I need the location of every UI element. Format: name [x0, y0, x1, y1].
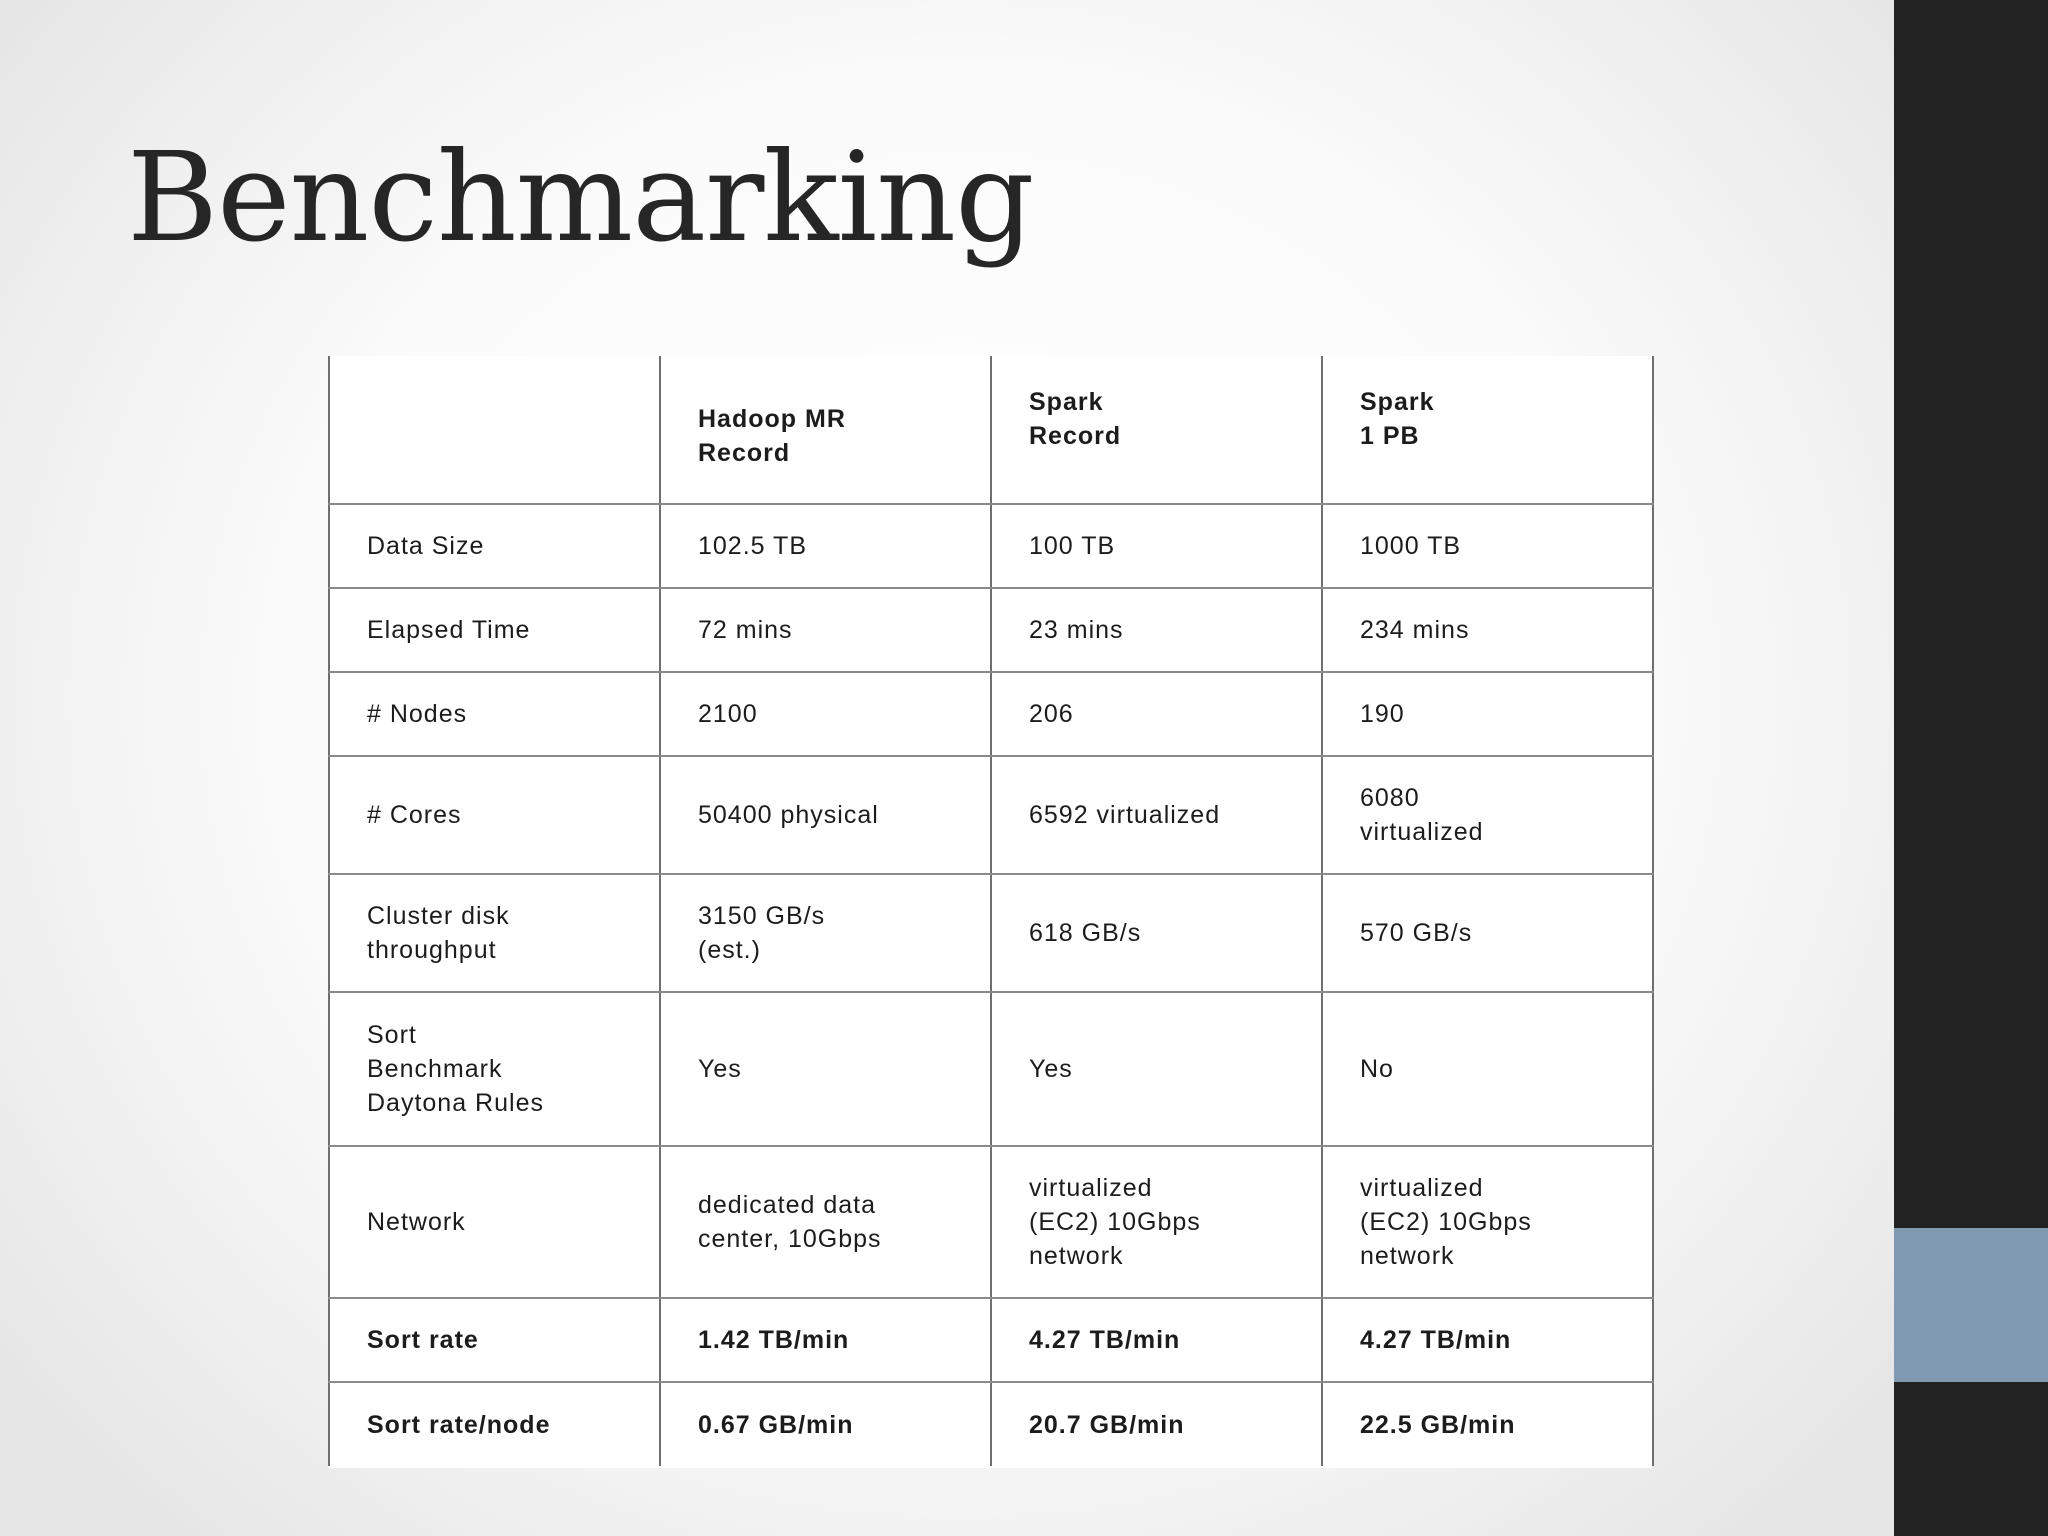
- table-cell: 6592 virtualized: [990, 755, 1323, 875]
- benchmark-table-image: Hadoop MR Record Spark Record Spark 1 PB…: [328, 356, 1654, 1468]
- table-row: # Nodes 2100 206 190: [328, 671, 1654, 757]
- table-row: Data Size 102.5 TB 100 TB 1000 TB: [328, 503, 1654, 589]
- table-cell: 1.42 TB/min: [659, 1297, 992, 1383]
- table-row: Sort rate/node 0.67 GB/min 20.7 GB/min 2…: [328, 1381, 1654, 1466]
- row-label: Elapsed Time: [328, 587, 661, 673]
- table-cell: dedicated data center, 10Gbps: [659, 1145, 992, 1299]
- table-cell: 102.5 TB: [659, 503, 992, 589]
- table-cell: 50400 physical: [659, 755, 992, 875]
- table-cell: virtualized (EC2) 10Gbps network: [1321, 1145, 1654, 1299]
- table-cell: 190: [1321, 671, 1654, 757]
- table-cell: 206: [990, 671, 1323, 757]
- table-cell: 6080 virtualized: [1321, 755, 1654, 875]
- table-cell: 72 mins: [659, 587, 992, 673]
- row-label: Cluster disk throughput: [328, 873, 661, 993]
- header-cell-empty: [328, 356, 661, 505]
- row-label: Sort rate/node: [328, 1381, 661, 1466]
- table-row: Cluster disk throughput 3150 GB/s (est.)…: [328, 873, 1654, 993]
- table-cell: 3150 GB/s (est.): [659, 873, 992, 993]
- table-row: # Cores 50400 physical 6592 virtualized …: [328, 755, 1654, 875]
- table-row: Elapsed Time 72 mins 23 mins 234 mins: [328, 587, 1654, 673]
- table-row: Network dedicated data center, 10Gbps vi…: [328, 1145, 1654, 1299]
- table-cell: 100 TB: [990, 503, 1323, 589]
- table-cell: 22.5 GB/min: [1321, 1381, 1654, 1466]
- table-cell: 4.27 TB/min: [1321, 1297, 1654, 1383]
- right-accent-block: [1894, 1228, 2048, 1382]
- row-label: Network: [328, 1145, 661, 1299]
- header-cell-spark-1pb: Spark 1 PB: [1321, 356, 1654, 505]
- table-cell: 570 GB/s: [1321, 873, 1654, 993]
- table-cell: 0.67 GB/min: [659, 1381, 992, 1466]
- table-row: Sort Benchmark Daytona Rules Yes Yes No: [328, 991, 1654, 1147]
- row-label: # Nodes: [328, 671, 661, 757]
- row-label: Data Size: [328, 503, 661, 589]
- table-header-row: Hadoop MR Record Spark Record Spark 1 PB: [328, 356, 1654, 505]
- header-cell-spark-record: Spark Record: [990, 356, 1323, 505]
- benchmark-table: Hadoop MR Record Spark Record Spark 1 PB…: [328, 356, 1654, 1466]
- table-cell: virtualized (EC2) 10Gbps network: [990, 1145, 1323, 1299]
- table-row: Sort rate 1.42 TB/min 4.27 TB/min 4.27 T…: [328, 1297, 1654, 1383]
- table-cell: 618 GB/s: [990, 873, 1323, 993]
- table-cell: 4.27 TB/min: [990, 1297, 1323, 1383]
- row-label: # Cores: [328, 755, 661, 875]
- row-label: Sort Benchmark Daytona Rules: [328, 991, 661, 1147]
- table-cell: Yes: [659, 991, 992, 1147]
- table-cell: Yes: [990, 991, 1323, 1147]
- slide-title: Benchmarking: [127, 126, 1034, 270]
- header-cell-hadoop-mr-record: Hadoop MR Record: [659, 356, 992, 505]
- table-cell: 20.7 GB/min: [990, 1381, 1323, 1466]
- table-cell: 234 mins: [1321, 587, 1654, 673]
- table-cell: 1000 TB: [1321, 503, 1654, 589]
- row-label: Sort rate: [328, 1297, 661, 1383]
- table-cell: No: [1321, 991, 1654, 1147]
- table-cell: 23 mins: [990, 587, 1323, 673]
- table-cell: 2100: [659, 671, 992, 757]
